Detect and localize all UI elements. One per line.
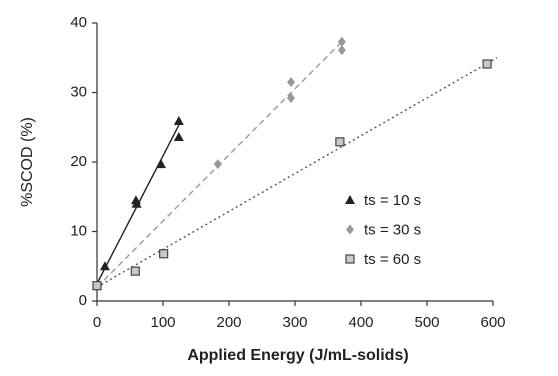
y-axis-label: %SCOD (%) bbox=[19, 117, 36, 207]
y-tick-label: 30 bbox=[70, 83, 87, 100]
marker-square bbox=[482, 59, 492, 69]
marker-square bbox=[92, 281, 102, 291]
marker-diamond bbox=[213, 159, 222, 170]
marker-diamond bbox=[337, 36, 346, 47]
x-tick-label: 500 bbox=[414, 314, 439, 331]
x-tick-label: 100 bbox=[150, 314, 175, 331]
x-tick-label: 0 bbox=[93, 314, 101, 331]
marker-diamond bbox=[337, 45, 346, 56]
legend-label: ts = 30 s bbox=[364, 221, 421, 238]
x-tick-label: 300 bbox=[282, 314, 307, 331]
y-tick-label: 20 bbox=[70, 153, 87, 170]
y-tick-label: 10 bbox=[70, 222, 87, 239]
marker-diamond bbox=[346, 224, 354, 235]
marker-triangle bbox=[130, 195, 141, 205]
marker-triangle bbox=[156, 159, 167, 169]
x-axis-label: Applied Energy (J/mL-solids) bbox=[187, 347, 408, 364]
marker-triangle bbox=[173, 115, 184, 125]
marker-square bbox=[335, 137, 345, 147]
x-tick-label: 600 bbox=[480, 314, 505, 331]
y-tick-label: 0 bbox=[79, 292, 87, 309]
marker-triangle bbox=[99, 261, 110, 271]
marker-diamond bbox=[287, 93, 296, 104]
x-tick-label: 400 bbox=[348, 314, 373, 331]
marker-triangle bbox=[131, 198, 142, 208]
legend-label: ts = 60 s bbox=[364, 251, 421, 268]
marker-diamond bbox=[287, 77, 296, 88]
marker-triangle bbox=[173, 131, 184, 141]
x-tick-label: 200 bbox=[216, 314, 241, 331]
marker-square bbox=[345, 254, 355, 264]
y-tick-label: 40 bbox=[70, 14, 87, 31]
trend-line bbox=[96, 57, 498, 288]
marker-square bbox=[130, 266, 140, 276]
marker-square bbox=[159, 249, 169, 259]
legend-label: ts = 10 s bbox=[364, 192, 421, 209]
marker-triangle bbox=[345, 195, 355, 204]
